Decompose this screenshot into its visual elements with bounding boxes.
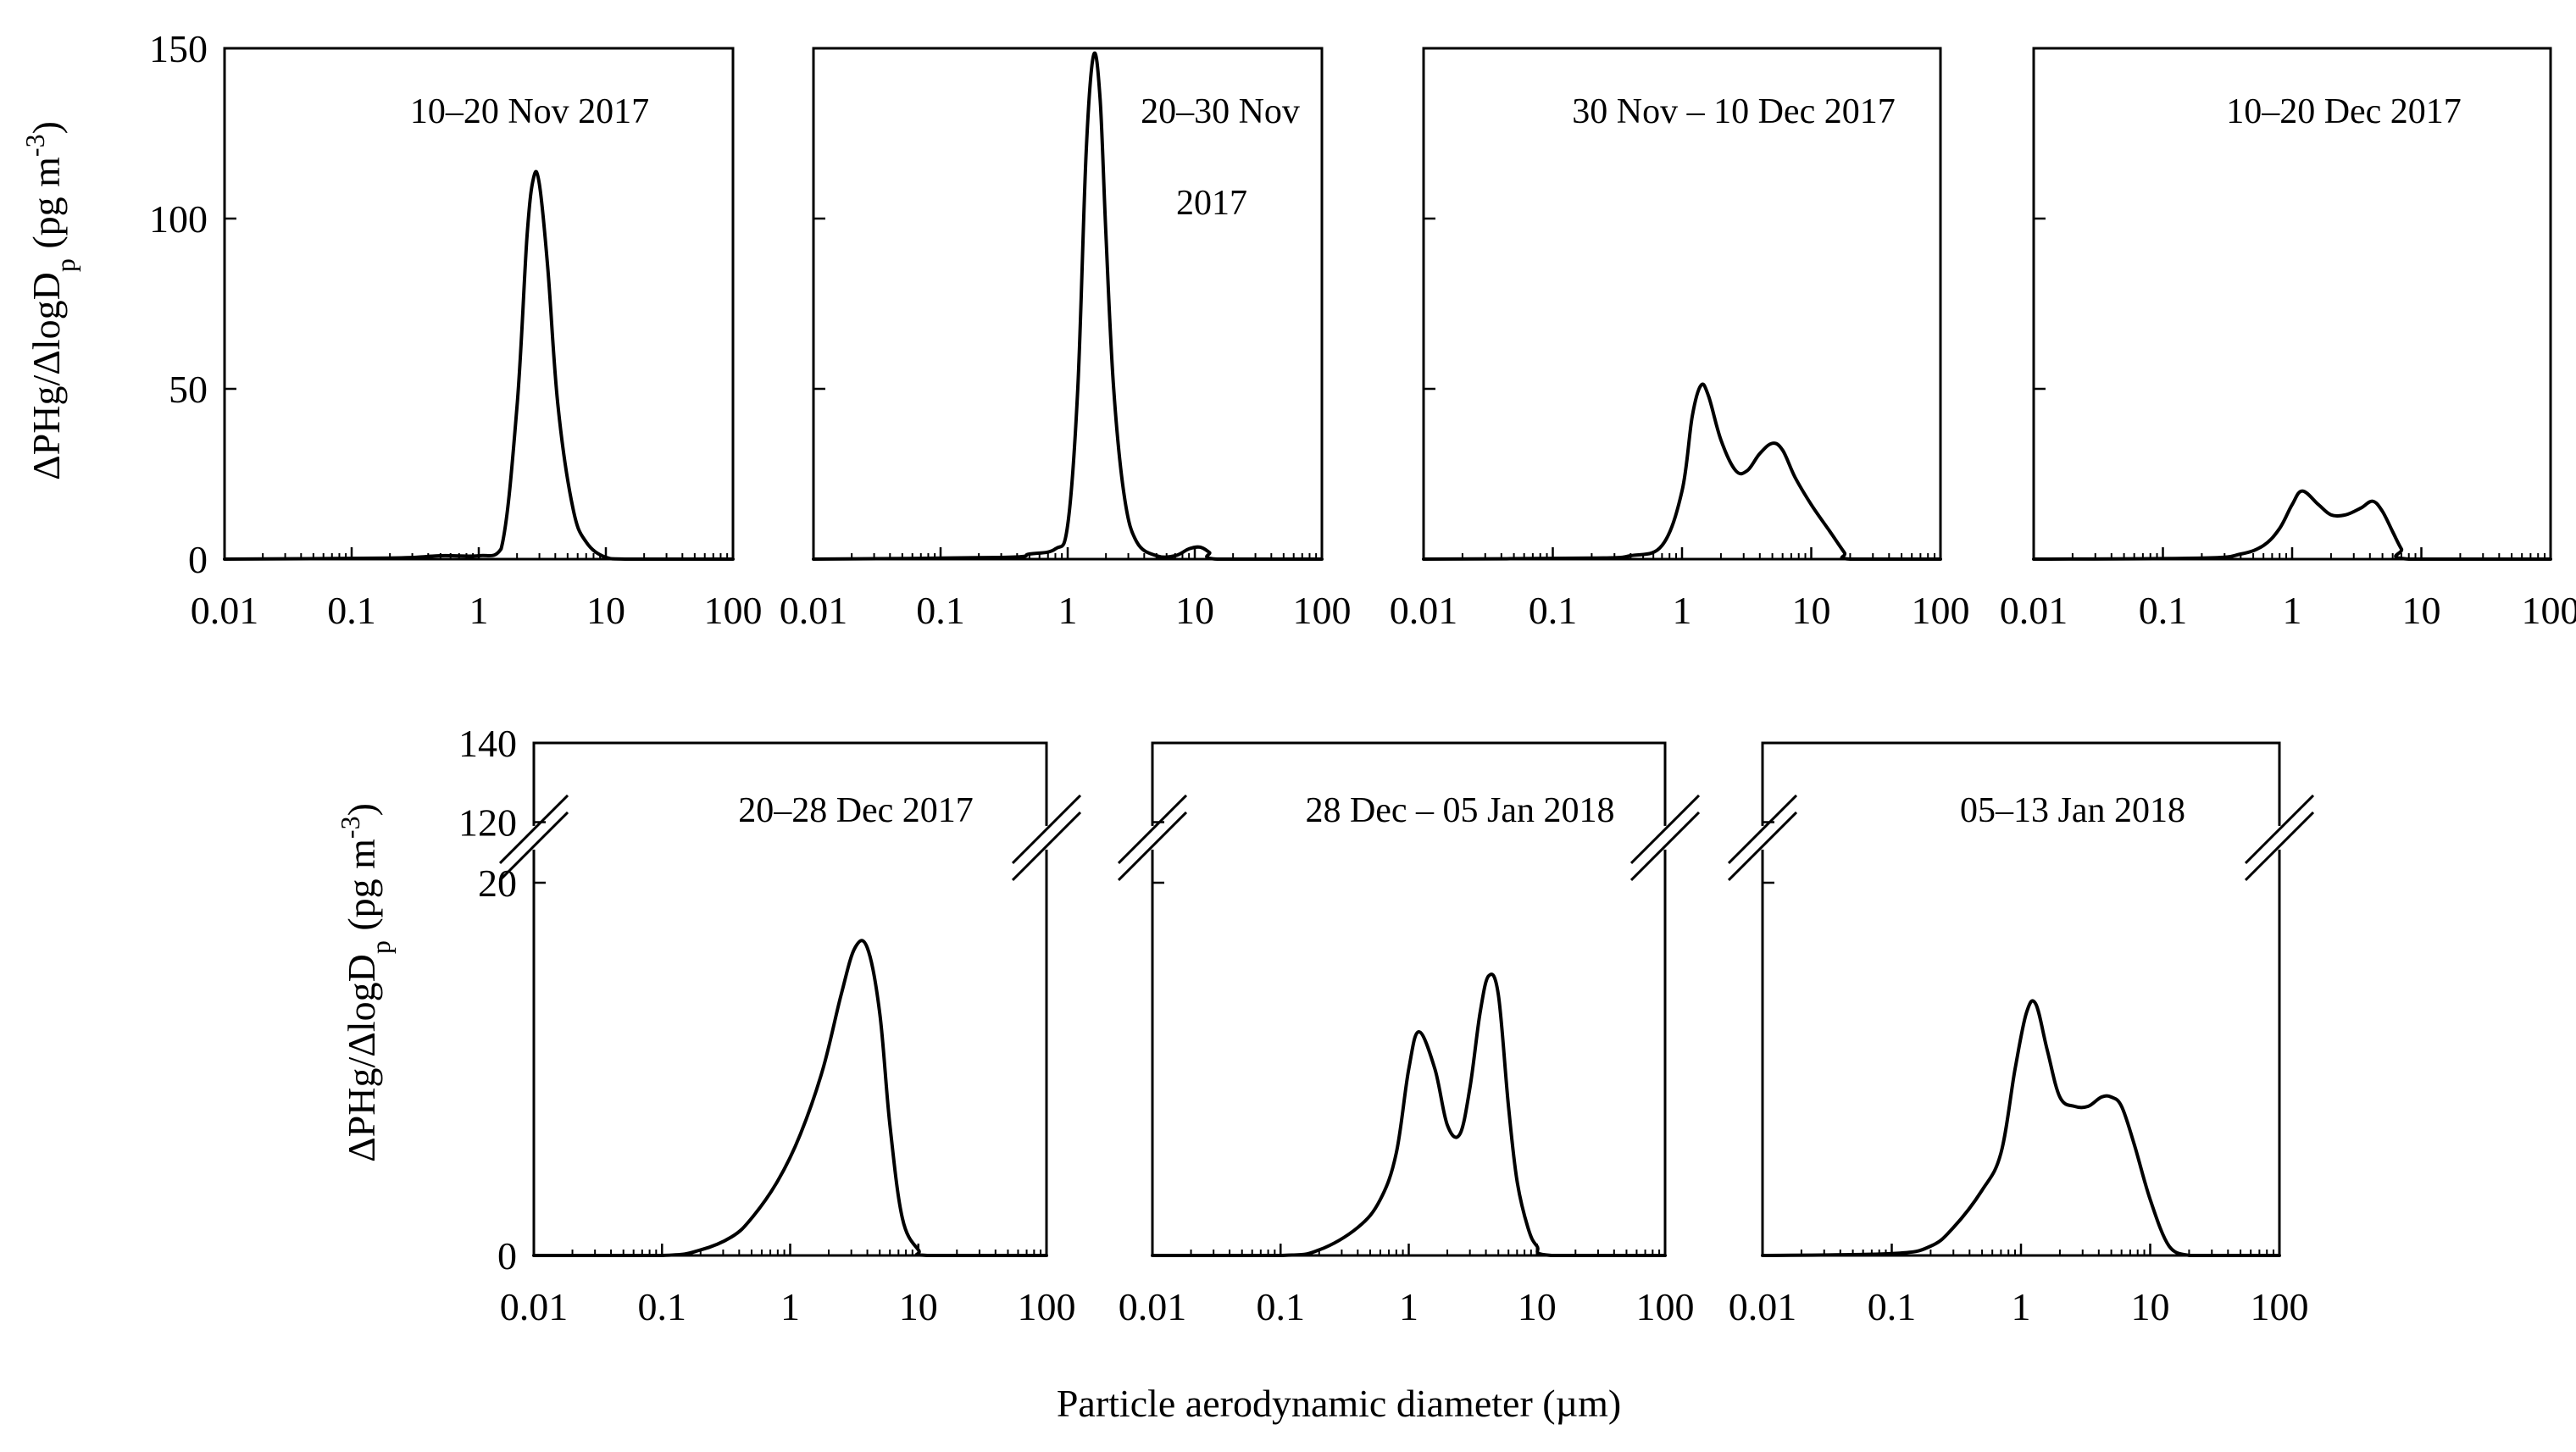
x-tick-label: 0.1 bbox=[327, 589, 376, 632]
x-tick-label: 0.01 bbox=[1390, 589, 1458, 632]
y-tick-label: 120 bbox=[458, 801, 517, 845]
x-tick-label: 10 bbox=[586, 589, 625, 632]
series-line bbox=[534, 940, 1046, 1255]
x-tick-label: 10 bbox=[1175, 589, 1214, 632]
x-tick-label: 100 bbox=[1018, 1285, 1076, 1328]
panel-title: 10–20 Dec 2017 bbox=[2226, 92, 2462, 131]
x-tick-label: 1 bbox=[469, 589, 489, 632]
x-tick-label: 1 bbox=[1673, 589, 1692, 632]
chart-panel-3: 0.01 0.1 1 10 100 30 Nov – 10 Dec 2017 bbox=[1390, 48, 1970, 632]
x-tick-label: 1 bbox=[2012, 1285, 2031, 1328]
x-tick-label: 0.1 bbox=[638, 1285, 687, 1328]
x-tick-label: 1 bbox=[780, 1285, 800, 1328]
series-line bbox=[1424, 385, 1940, 559]
x-tick-label: 10 bbox=[899, 1285, 938, 1328]
x-tick-label: 100 bbox=[2522, 589, 2576, 632]
chart-panel-4: 0.01 0.1 1 10 100 10–20 Dec 2017 bbox=[2000, 48, 2576, 632]
x-tick-label: 100 bbox=[2251, 1285, 2309, 1328]
panel-title: 20–30 Nov bbox=[1141, 92, 1300, 131]
x-tick-label: 0.01 bbox=[191, 589, 259, 632]
panel-title: 28 Dec – 05 Jan 2018 bbox=[1305, 791, 1614, 830]
y-tick-label: 50 bbox=[169, 368, 208, 411]
panel-title: 05–13 Jan 2018 bbox=[1960, 791, 2185, 830]
x-tick-label: 0.1 bbox=[2139, 589, 2188, 632]
chart-panel-7: 0.01 0.1 1 10 100 05–13 Jan 2018 bbox=[1729, 743, 2313, 1328]
x-tick-label: 0.1 bbox=[1257, 1285, 1306, 1328]
x-tick-label: 10 bbox=[1518, 1285, 1557, 1328]
panel-title: 10–20 Nov 2017 bbox=[410, 92, 649, 131]
x-tick-label: 0.01 bbox=[1119, 1285, 1187, 1328]
y-axis-label-top-row: ΔPHg/ΔlogDp (pg m-3) bbox=[19, 121, 80, 480]
y-tick-label: 150 bbox=[149, 27, 208, 70]
x-tick-label: 10 bbox=[1792, 589, 1831, 632]
y-tick-label: 0 bbox=[497, 1234, 517, 1277]
x-tick-label: 0.01 bbox=[780, 589, 848, 632]
panel-title-line-2: 2017 bbox=[1176, 184, 1247, 223]
x-tick-label: 0.01 bbox=[2000, 589, 2068, 632]
y-tick-label: 140 bbox=[458, 722, 517, 765]
x-tick-label: 100 bbox=[1636, 1285, 1695, 1328]
x-tick-label: 100 bbox=[704, 589, 763, 632]
x-tick-label: 10 bbox=[2402, 589, 2441, 632]
x-tick-label: 1 bbox=[1399, 1285, 1418, 1328]
x-tick-label: 0.01 bbox=[500, 1285, 569, 1328]
series-line bbox=[1152, 974, 1665, 1255]
x-tick-label: 0.1 bbox=[1529, 589, 1578, 632]
x-tick-label: 0.1 bbox=[1868, 1285, 1917, 1328]
x-tick-label: 100 bbox=[1912, 589, 1970, 632]
x-tick-label: 1 bbox=[1058, 589, 1078, 632]
panel-title: 30 Nov – 10 Dec 2017 bbox=[1572, 92, 1895, 131]
y-tick-label: 0 bbox=[188, 538, 208, 581]
y-tick-label: 100 bbox=[149, 197, 208, 241]
x-tick-label: 0.1 bbox=[916, 589, 965, 632]
series-line bbox=[1763, 1000, 2279, 1255]
x-tick-label: 1 bbox=[2283, 589, 2302, 632]
chart-panel-6: 0.01 0.1 1 10 100 28 Dec – 05 Jan 2018 bbox=[1119, 743, 1699, 1328]
chart-panel-2: 0.01 0.1 1 10 100 20–30 Nov 2017 bbox=[780, 48, 1352, 632]
x-tick-label: 100 bbox=[1293, 589, 1352, 632]
x-tick-label: 0.01 bbox=[1729, 1285, 1797, 1328]
chart-panel-1: 0.01 0.1 1 10 100 0 50 100 150 10–20 Nov 2017 bbox=[149, 27, 763, 632]
x-axis-label: Particle aerodynamic diameter (µm) bbox=[1057, 1382, 1621, 1425]
panel-title: 20–28 Dec 2017 bbox=[738, 791, 974, 830]
series-line bbox=[225, 172, 733, 559]
x-tick-label: 10 bbox=[2131, 1285, 2170, 1328]
y-axis-label-bottom-row: ΔPHg/ΔlogDp (pg m-3) bbox=[335, 803, 396, 1162]
